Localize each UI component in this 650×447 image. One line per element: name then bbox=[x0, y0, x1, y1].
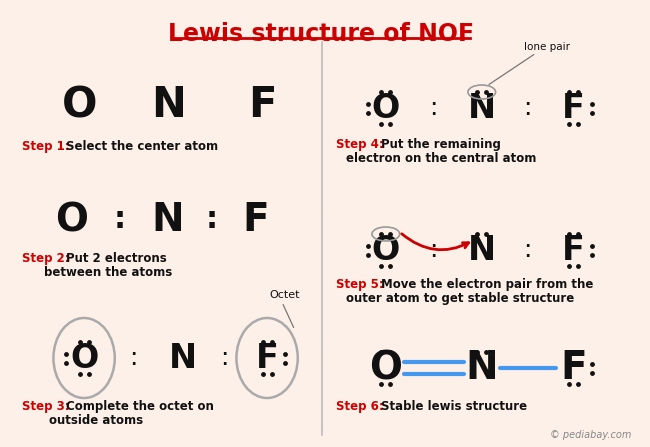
Text: between the atoms: between the atoms bbox=[44, 266, 172, 279]
Text: :: : bbox=[220, 346, 229, 370]
Text: N: N bbox=[152, 201, 185, 239]
Text: O: O bbox=[369, 349, 402, 387]
Text: Step 3:: Step 3: bbox=[21, 400, 70, 413]
Text: N: N bbox=[468, 92, 496, 125]
Text: O: O bbox=[70, 342, 98, 375]
Text: outside atoms: outside atoms bbox=[49, 414, 144, 427]
Text: N: N bbox=[468, 233, 496, 266]
Text: Put 2 electrons: Put 2 electrons bbox=[66, 252, 167, 265]
Text: Complete the octet on: Complete the octet on bbox=[66, 400, 214, 413]
Text: N: N bbox=[151, 84, 186, 126]
Text: O: O bbox=[61, 84, 97, 126]
Text: O: O bbox=[372, 92, 400, 125]
Text: Step 2:: Step 2: bbox=[21, 252, 70, 265]
Text: O: O bbox=[372, 233, 400, 266]
Text: :: : bbox=[129, 346, 138, 370]
Text: Select the center atom: Select the center atom bbox=[66, 140, 218, 153]
Text: F: F bbox=[560, 349, 587, 387]
Text: Move the electron pair from the: Move the electron pair from the bbox=[381, 278, 593, 291]
Text: outer atom to get stable structure: outer atom to get stable structure bbox=[346, 292, 575, 305]
Text: electron on the central atom: electron on the central atom bbox=[346, 152, 537, 165]
Text: :: : bbox=[205, 206, 218, 235]
Text: F: F bbox=[255, 342, 279, 375]
Text: F: F bbox=[562, 92, 585, 125]
Text: O: O bbox=[55, 201, 88, 239]
Text: :: : bbox=[523, 238, 532, 262]
Text: N: N bbox=[465, 349, 498, 387]
Text: F: F bbox=[242, 201, 268, 239]
Text: Step 6:: Step 6: bbox=[336, 400, 384, 413]
Text: Octet: Octet bbox=[269, 290, 300, 300]
Text: lone pair: lone pair bbox=[525, 42, 570, 52]
Text: F: F bbox=[248, 84, 276, 126]
Text: N: N bbox=[169, 342, 197, 375]
Text: :: : bbox=[429, 238, 437, 262]
Text: :: : bbox=[429, 96, 437, 120]
Text: Put the remaining: Put the remaining bbox=[381, 138, 500, 151]
Text: © pediabay.com: © pediabay.com bbox=[550, 430, 631, 440]
Text: Step 4:: Step 4: bbox=[336, 138, 384, 151]
Text: Lewis structure of NOF: Lewis structure of NOF bbox=[168, 22, 474, 46]
Text: Step 5:: Step 5: bbox=[336, 278, 384, 291]
Text: :: : bbox=[114, 206, 125, 235]
Text: Step 1:: Step 1: bbox=[21, 140, 70, 153]
Text: Stable lewis structure: Stable lewis structure bbox=[381, 400, 527, 413]
Text: :: : bbox=[523, 96, 532, 120]
Text: F: F bbox=[562, 233, 585, 266]
